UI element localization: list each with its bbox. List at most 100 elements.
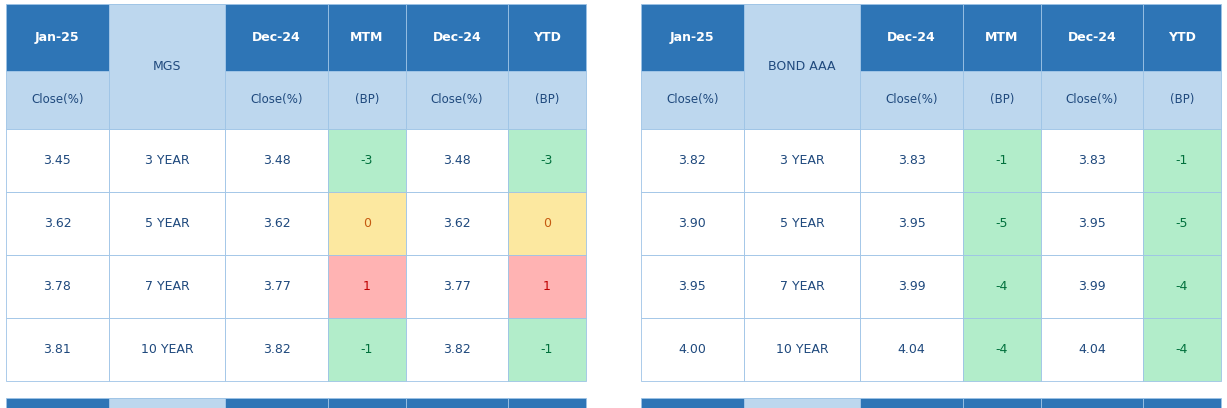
Text: 3.81: 3.81 — [43, 344, 71, 356]
Text: 3 YEAR: 3 YEAR — [145, 154, 189, 166]
Text: -1: -1 — [995, 154, 1007, 166]
Bar — [226, 71, 328, 129]
Bar — [6, 192, 109, 255]
Text: YTD: YTD — [533, 31, 561, 44]
Bar — [963, 318, 1040, 381]
Text: 3.99: 3.99 — [1079, 280, 1106, 293]
Text: Dec-24: Dec-24 — [253, 31, 301, 44]
Bar — [508, 192, 585, 255]
Text: Close(%): Close(%) — [666, 93, 719, 106]
Text: 4.04: 4.04 — [898, 344, 925, 356]
Text: 3 YEAR: 3 YEAR — [779, 154, 825, 166]
Bar — [1040, 4, 1144, 71]
Bar — [406, 255, 508, 318]
Bar — [1144, 255, 1221, 318]
Bar — [744, 398, 860, 408]
Bar — [406, 398, 508, 408]
Text: 3.95: 3.95 — [1079, 217, 1106, 230]
Bar — [860, 255, 963, 318]
Text: 3.77: 3.77 — [263, 280, 291, 293]
Bar — [744, 129, 860, 192]
Bar — [406, 192, 508, 255]
Text: 10 YEAR: 10 YEAR — [775, 344, 828, 356]
Text: Dec-24: Dec-24 — [432, 31, 481, 44]
Text: 3.48: 3.48 — [263, 154, 291, 166]
Text: Dec-24: Dec-24 — [1067, 31, 1117, 44]
Text: Close(%): Close(%) — [250, 93, 303, 106]
Text: 3.78: 3.78 — [43, 280, 71, 293]
Bar — [963, 71, 1040, 129]
Text: BOND AAA: BOND AAA — [768, 60, 836, 73]
Text: -5: -5 — [1175, 217, 1188, 230]
Text: 3.48: 3.48 — [443, 154, 471, 166]
Bar — [406, 4, 508, 71]
Text: YTD: YTD — [1168, 31, 1196, 44]
Bar — [328, 71, 406, 129]
Bar — [328, 4, 406, 71]
Bar — [328, 398, 406, 408]
Bar — [6, 255, 109, 318]
Bar — [640, 129, 744, 192]
Bar — [860, 129, 963, 192]
Bar — [744, 4, 860, 71]
Text: 3.99: 3.99 — [898, 280, 925, 293]
Text: (BP): (BP) — [989, 93, 1014, 106]
Text: Close(%): Close(%) — [886, 93, 937, 106]
Bar — [1040, 129, 1144, 192]
Text: Close(%): Close(%) — [1065, 93, 1118, 106]
Text: -4: -4 — [995, 280, 1007, 293]
Bar — [109, 398, 226, 408]
Text: 5 YEAR: 5 YEAR — [145, 217, 189, 230]
Text: 0: 0 — [544, 217, 551, 230]
Text: 3.82: 3.82 — [679, 154, 707, 166]
Bar — [640, 192, 744, 255]
Bar — [640, 71, 744, 129]
Text: (BP): (BP) — [535, 93, 560, 106]
Bar — [226, 4, 328, 71]
Bar — [6, 129, 109, 192]
Bar — [1144, 398, 1221, 408]
Bar — [109, 398, 226, 408]
Text: -4: -4 — [1175, 280, 1188, 293]
Text: 3.90: 3.90 — [679, 217, 707, 230]
Text: Jan-25: Jan-25 — [670, 31, 714, 44]
Bar — [6, 318, 109, 381]
Text: 3.62: 3.62 — [263, 217, 291, 230]
Bar — [1040, 318, 1144, 381]
Text: 3.45: 3.45 — [43, 154, 71, 166]
Bar — [508, 398, 585, 408]
Text: 3.77: 3.77 — [443, 280, 471, 293]
Bar — [406, 129, 508, 192]
Bar — [406, 318, 508, 381]
Bar — [640, 255, 744, 318]
Text: 4.04: 4.04 — [1079, 344, 1106, 356]
Text: -1: -1 — [361, 344, 373, 356]
Bar — [860, 192, 963, 255]
Bar — [226, 192, 328, 255]
Text: 3.62: 3.62 — [443, 217, 471, 230]
Bar — [860, 4, 963, 71]
Bar — [508, 129, 585, 192]
Bar — [963, 129, 1040, 192]
Bar — [744, 192, 860, 255]
Text: 4.00: 4.00 — [679, 344, 707, 356]
Bar — [109, 129, 226, 192]
Text: 1: 1 — [544, 280, 551, 293]
Text: 0: 0 — [363, 217, 371, 230]
Bar — [963, 398, 1040, 408]
Bar — [860, 71, 963, 129]
Bar — [109, 318, 226, 381]
Text: 1: 1 — [363, 280, 371, 293]
Bar — [508, 255, 585, 318]
Bar — [508, 71, 585, 129]
Bar — [109, 4, 226, 129]
Bar — [508, 4, 585, 71]
Bar — [226, 255, 328, 318]
Text: Jan-25: Jan-25 — [36, 31, 80, 44]
Bar — [744, 4, 860, 129]
Bar — [226, 318, 328, 381]
Text: 3.95: 3.95 — [679, 280, 707, 293]
Bar — [1144, 4, 1221, 71]
Bar — [6, 71, 109, 129]
Bar — [1144, 318, 1221, 381]
